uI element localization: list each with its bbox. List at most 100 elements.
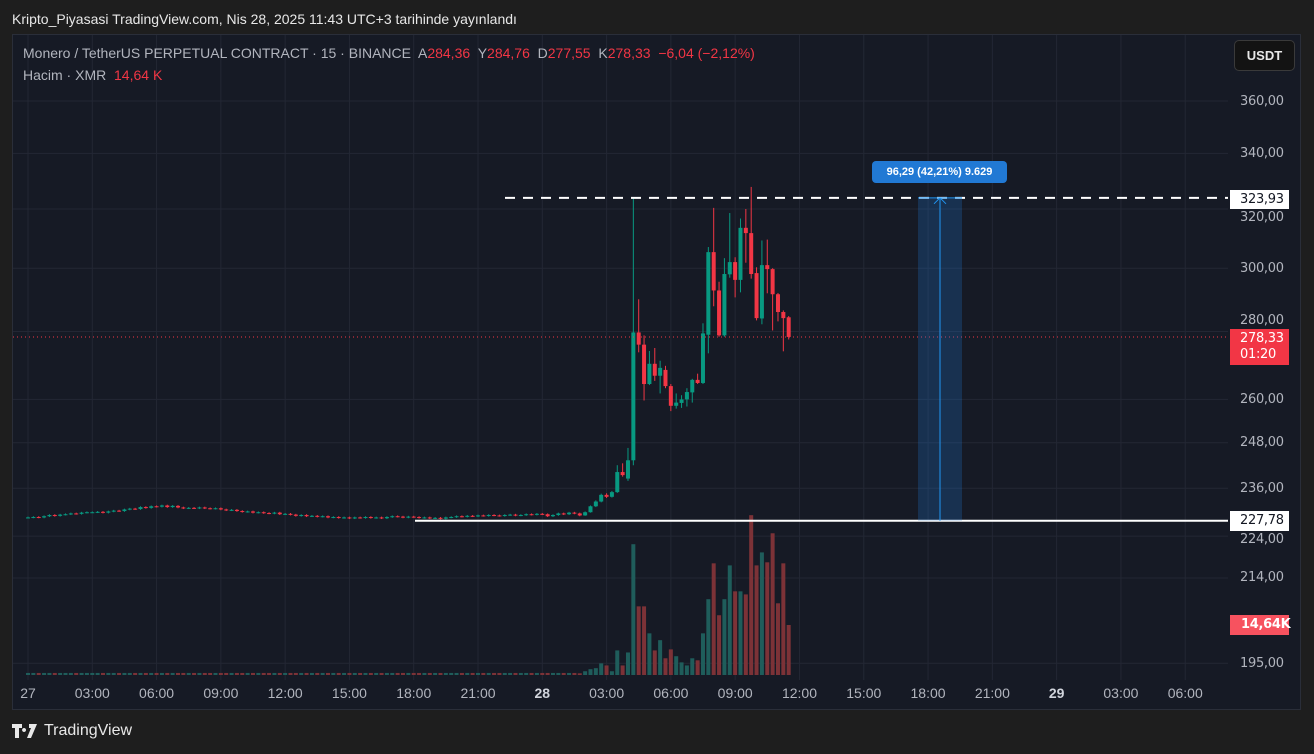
candle-body: [743, 227, 748, 234]
price-tick: 300,00: [1240, 260, 1284, 276]
candle-countdown: 01:20: [1240, 347, 1276, 362]
volume-bar: [181, 672, 186, 675]
candle-body: [52, 515, 57, 517]
volume-bar: [593, 668, 598, 675]
candle-body: [679, 399, 684, 403]
volume-bar: [288, 672, 293, 675]
candle-body: [545, 514, 550, 517]
published-title: Kripto_Piyasasi TradingView.com, Nis 28,…: [12, 11, 517, 27]
volume-legend[interactable]: Hacim · XMR 14,64 K: [23, 67, 162, 83]
candle-body: [95, 511, 100, 513]
candle-body: [406, 516, 411, 518]
candle-body: [733, 262, 738, 280]
volume-bar: [588, 669, 593, 675]
candle-body: [411, 516, 416, 518]
volume-bar: [422, 672, 427, 675]
time-tick: 06:00: [1167, 685, 1203, 701]
volume-bar: [320, 672, 325, 675]
volume-bar: [706, 599, 711, 675]
volume-bar: [550, 672, 555, 675]
volume-bar: [68, 672, 73, 675]
candle-body: [652, 363, 657, 376]
volume-bar: [31, 672, 36, 675]
time-tick: 03:00: [74, 685, 110, 701]
volume-bar: [433, 672, 438, 675]
candle-body: [358, 517, 363, 519]
volume-bar: [79, 672, 84, 675]
volume-bar: [208, 672, 213, 675]
volume-bars: [26, 515, 791, 675]
candle-body: [529, 514, 534, 516]
volume-bar: [668, 649, 673, 675]
candle-body: [717, 290, 722, 336]
candle-body: [513, 514, 518, 516]
volume-bar: [309, 672, 314, 675]
volume-bar: [417, 672, 422, 675]
volume-bar: [459, 672, 464, 675]
candle-body: [695, 379, 700, 383]
volume-bar: [111, 672, 116, 675]
time-tick: 21:00: [460, 685, 496, 701]
time-tick: 06:00: [139, 685, 175, 701]
volume-bar: [368, 672, 373, 675]
volume-bar: [84, 672, 89, 675]
low-label: D: [537, 45, 548, 61]
candle-body: [79, 512, 84, 514]
volume-bar: [224, 672, 229, 675]
candle-body: [759, 265, 764, 319]
candle-body: [749, 233, 754, 275]
candle-body: [438, 517, 443, 519]
candle-body: [133, 508, 138, 510]
candle-body: [208, 508, 213, 510]
symbol-legend[interactable]: Monero / TetherUS PERPETUAL CONTRACT · 1…: [23, 45, 755, 61]
candle-body: [213, 508, 218, 510]
volume-bar: [400, 672, 405, 675]
price-tick: 260,00: [1240, 391, 1284, 407]
candle-body: [636, 332, 641, 345]
volume-bar: [117, 672, 122, 675]
volume-bar: [781, 563, 786, 675]
volume-bar: [636, 606, 641, 675]
candle-body: [234, 509, 239, 512]
close-label: K: [598, 45, 608, 61]
candle-body: [524, 514, 529, 516]
close-value: 278,33: [607, 45, 651, 61]
volume-bar: [583, 671, 588, 675]
brand-name: TradingView: [44, 722, 133, 739]
candle-body: [588, 506, 593, 513]
time-tick: 09:00: [717, 685, 753, 701]
volume-bar: [556, 672, 561, 675]
time-tick: 12:00: [267, 685, 303, 701]
volume-bar: [642, 606, 647, 675]
candle-body: [277, 512, 282, 515]
candle-body: [572, 512, 577, 514]
candle-body: [620, 472, 625, 476]
currency-button[interactable]: USDT: [1234, 40, 1295, 71]
volume-bar: [250, 672, 255, 675]
volume-bar: [331, 672, 336, 675]
footer: TradingView: [12, 722, 132, 740]
candle-body: [111, 510, 116, 512]
candle-body: [68, 513, 73, 515]
candle-body: [700, 333, 705, 383]
candle-body: [315, 515, 320, 517]
volume-bar: [261, 672, 266, 675]
candle-body: [459, 516, 464, 518]
candle-body: [31, 517, 36, 519]
candle-body: [615, 472, 620, 493]
time-tick: 15:00: [846, 685, 882, 701]
volume-bar: [352, 672, 357, 675]
volume-bar: [427, 672, 432, 675]
volume-bar: [738, 591, 743, 675]
volume-bar: [524, 672, 529, 675]
volume-bar: [379, 672, 384, 675]
candle-body: [288, 513, 293, 515]
volume-bar: [95, 672, 100, 675]
volume-bar: [100, 672, 105, 675]
volume-bar: [545, 672, 550, 675]
time-tick: 18:00: [396, 685, 432, 701]
volume-bar: [722, 599, 727, 675]
candle-body: [106, 511, 111, 513]
volume-bar: [743, 594, 748, 675]
